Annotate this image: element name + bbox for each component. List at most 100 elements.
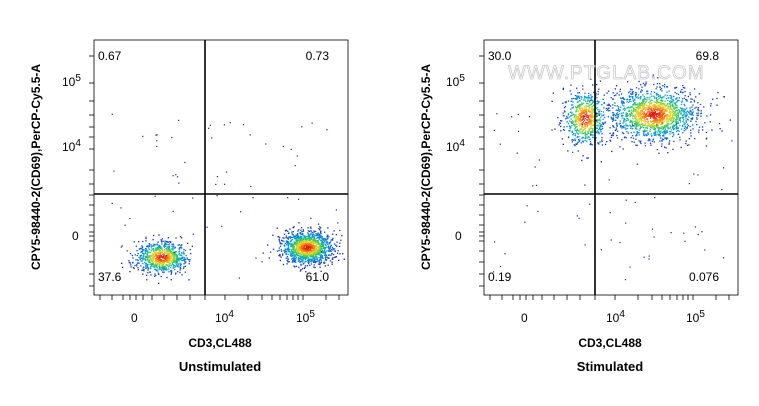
event-dot <box>672 100 674 102</box>
event-dot <box>152 250 155 252</box>
event-dot <box>658 111 661 114</box>
event-dot <box>168 253 170 255</box>
event-dot <box>285 248 287 251</box>
event-dot <box>619 122 621 124</box>
event-dot <box>328 247 330 249</box>
event-dot <box>305 238 307 240</box>
event-dot <box>327 264 329 266</box>
event-dot <box>666 130 668 132</box>
event-dot <box>612 118 615 120</box>
event-dot <box>171 136 173 139</box>
event-dot <box>178 252 180 254</box>
event-dot <box>172 263 174 266</box>
event-dot <box>282 253 284 255</box>
event-dot <box>300 243 303 246</box>
event-dot <box>634 115 637 117</box>
event-dot <box>646 130 648 132</box>
event-dot <box>615 119 617 121</box>
event-dot <box>597 103 599 105</box>
event-dot <box>663 86 666 88</box>
event-dot <box>590 78 592 80</box>
event-dot <box>166 249 168 251</box>
event-dot <box>182 259 184 261</box>
event-dot <box>687 124 689 127</box>
event-dot <box>600 128 602 130</box>
event-dot <box>667 124 669 126</box>
event-dot <box>683 232 685 234</box>
event-dot <box>612 117 614 119</box>
event-dot <box>299 236 302 238</box>
event-dot <box>683 119 685 121</box>
event-dot <box>685 120 687 122</box>
event-dot <box>597 109 599 111</box>
event-dot <box>321 240 324 243</box>
event-dot <box>163 271 165 273</box>
event-dot <box>188 263 190 265</box>
event-dot <box>643 105 646 107</box>
event-dot <box>148 261 150 263</box>
event-dot <box>653 134 656 136</box>
event-dot <box>307 232 309 234</box>
event-dot <box>309 245 311 247</box>
event-dot <box>293 257 295 259</box>
event-dot <box>184 265 186 267</box>
event-dot <box>323 242 325 244</box>
event-dot <box>150 246 153 248</box>
event-dot <box>628 95 631 97</box>
event-dot <box>146 253 148 255</box>
event-dot <box>609 139 611 141</box>
event-dot <box>692 109 694 111</box>
event-dot <box>666 108 668 110</box>
event-dot <box>662 128 664 130</box>
event-dot <box>304 245 306 247</box>
event-dot <box>312 244 314 246</box>
event-dot <box>585 123 587 126</box>
event-dot <box>323 249 326 251</box>
event-dot <box>654 101 657 103</box>
event-dot <box>181 259 183 262</box>
event-dot <box>320 248 323 250</box>
event-dot <box>609 105 612 107</box>
event-dot <box>323 247 326 249</box>
event-dot <box>647 118 649 121</box>
event-dot <box>674 115 677 117</box>
event-dot <box>290 239 292 241</box>
event-dot <box>639 123 641 125</box>
event-dot <box>295 242 298 244</box>
event-dot <box>322 246 325 248</box>
event-dot <box>598 113 600 115</box>
event-dot <box>314 260 316 263</box>
event-dot <box>113 170 115 172</box>
event-dot <box>643 124 645 126</box>
event-dot <box>499 265 502 268</box>
event-dot <box>606 141 608 143</box>
event-dot <box>676 98 678 100</box>
event-dot <box>664 100 666 102</box>
event-dot <box>580 128 582 130</box>
event-dot <box>148 251 150 254</box>
event-dot <box>279 243 281 245</box>
event-dot <box>633 111 635 113</box>
event-dot <box>306 239 308 241</box>
event-dot <box>149 260 151 262</box>
event-dot <box>303 246 305 248</box>
event-dot <box>680 90 682 93</box>
event-dot <box>180 259 183 261</box>
event-dot <box>144 249 147 252</box>
event-dot <box>632 137 635 139</box>
event-dot <box>668 119 670 121</box>
event-dot <box>302 232 304 235</box>
event-dot <box>653 132 656 134</box>
event-dot <box>301 126 303 128</box>
event-dot <box>166 261 168 264</box>
event-dot <box>622 126 625 129</box>
event-dot <box>318 234 320 236</box>
event-dot <box>669 114 671 117</box>
event-dot <box>307 230 310 232</box>
event-dot <box>590 119 592 121</box>
event-dot <box>324 252 327 254</box>
event-dot <box>316 235 318 237</box>
event-dot <box>170 266 172 269</box>
event-dot <box>590 110 592 112</box>
event-dot <box>654 106 656 109</box>
